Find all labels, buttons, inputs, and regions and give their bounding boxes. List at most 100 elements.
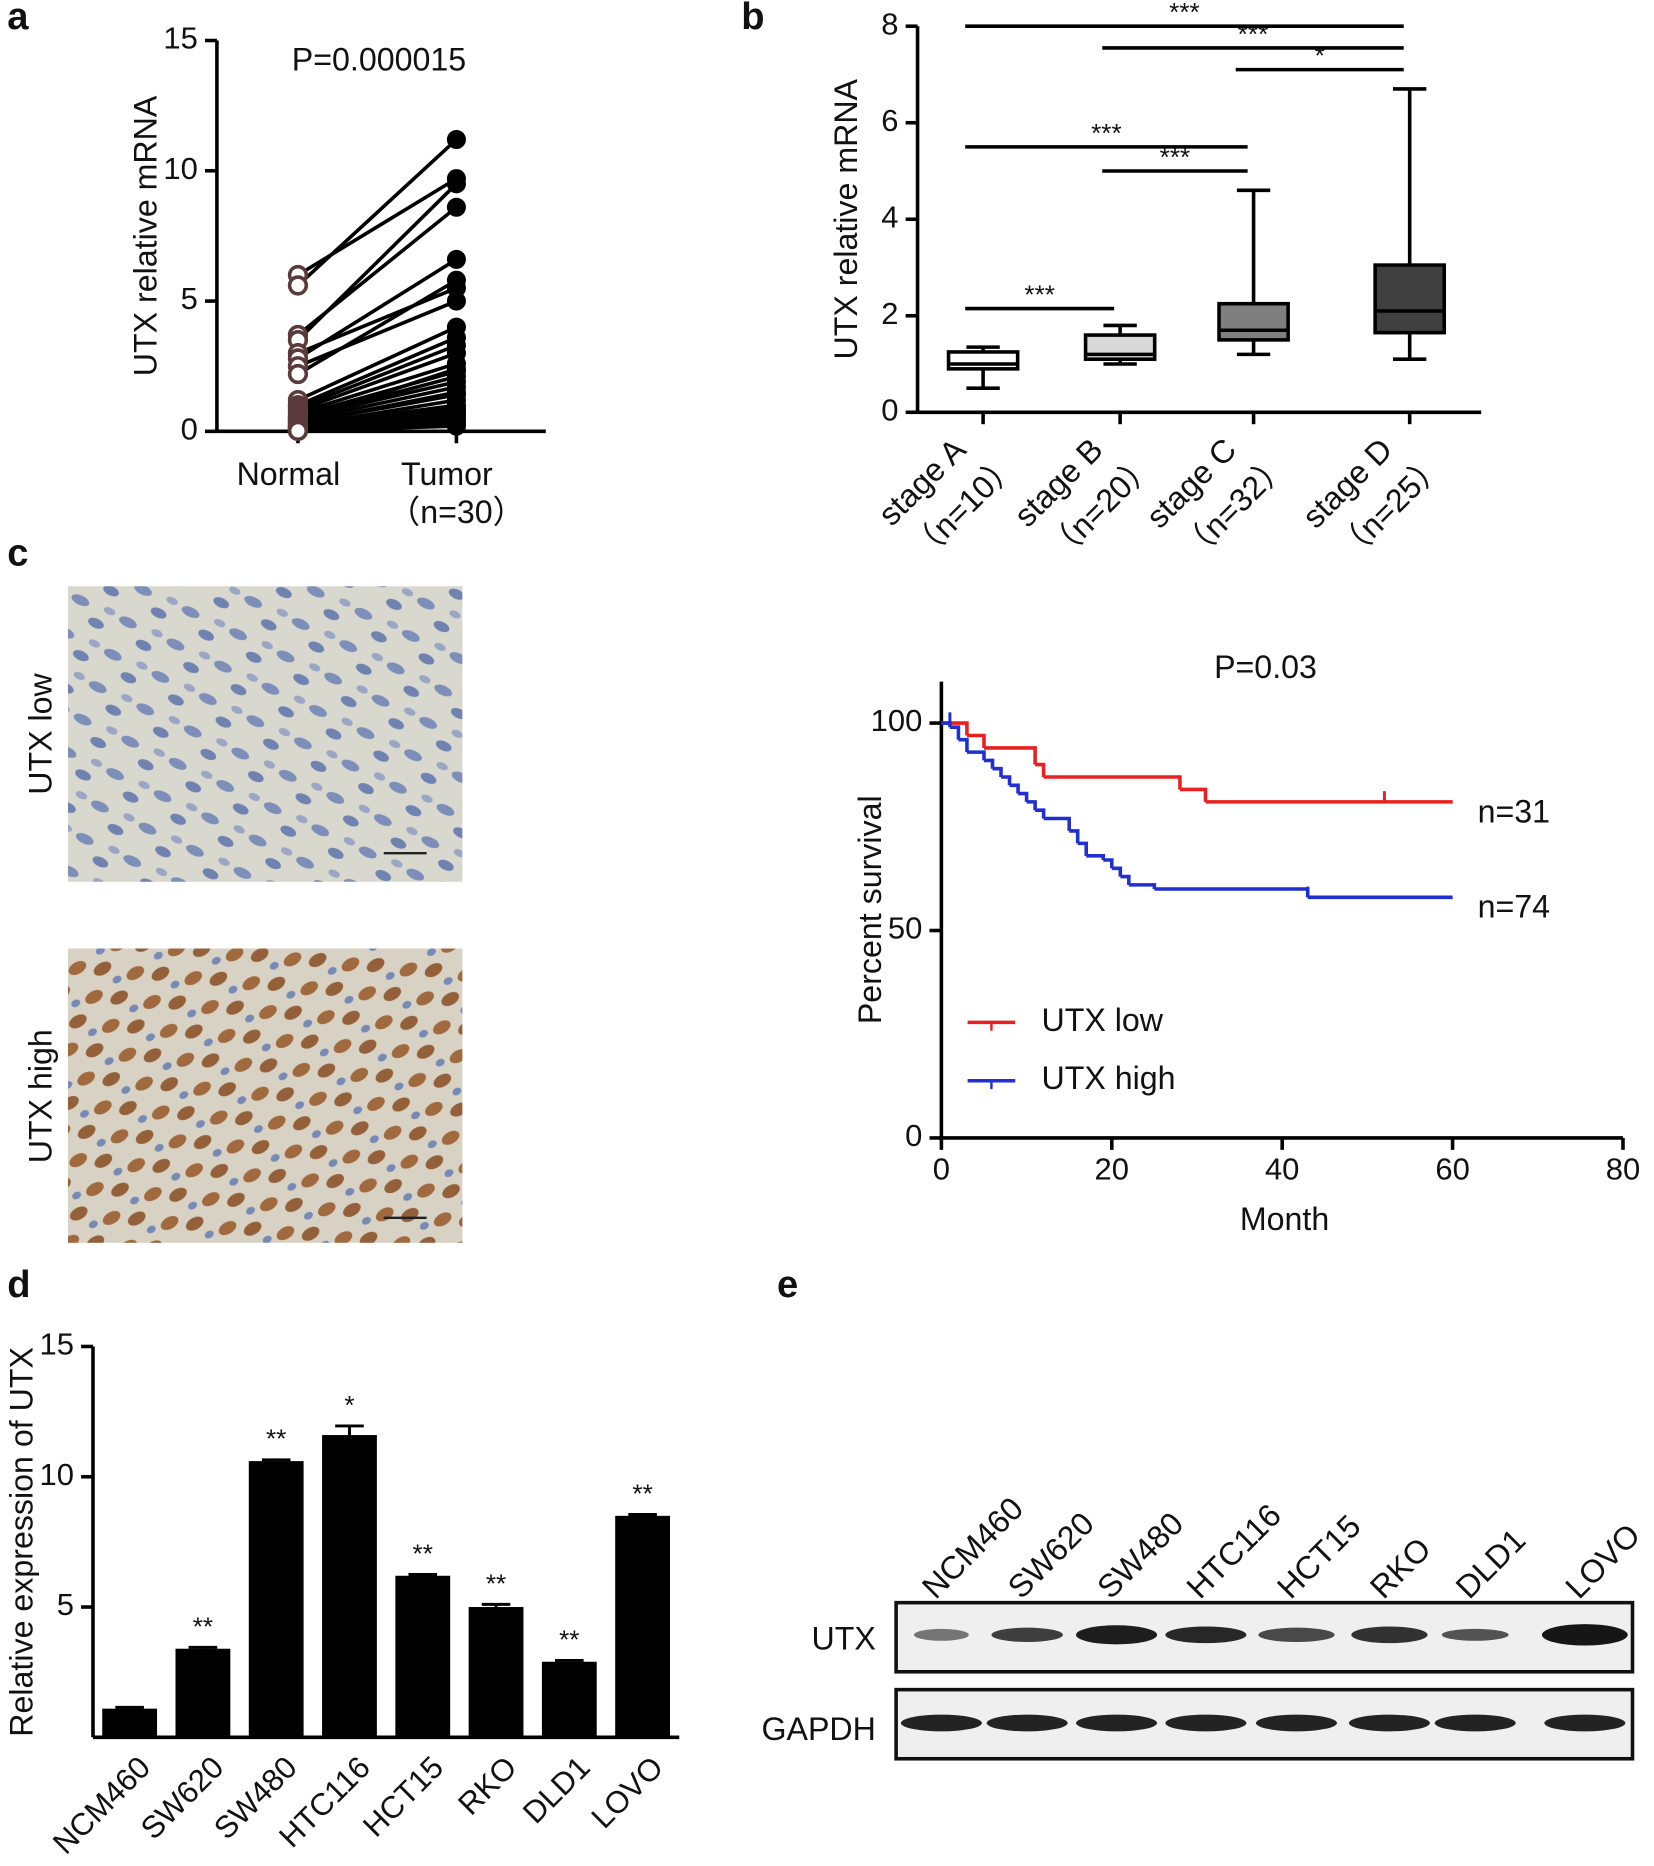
- tumor-point: [446, 416, 466, 436]
- y-tick-label: 10: [163, 151, 197, 186]
- pair-line: [297, 351, 458, 413]
- x-tick-label: NCM460: [46, 1750, 157, 1861]
- x-tick-label: RKO: [451, 1750, 523, 1822]
- significance-label: *: [344, 1390, 354, 1420]
- bar: [175, 1648, 231, 1738]
- normal-point: [287, 275, 309, 296]
- pair-line: [297, 335, 458, 407]
- y-tick-label: 100: [871, 703, 923, 738]
- blot-band: [986, 1714, 1068, 1732]
- blot-band: [913, 1628, 969, 1641]
- tumor-point: [446, 270, 466, 290]
- survival-step: [1128, 883, 1157, 890]
- blot-band: [1076, 1714, 1158, 1732]
- x-tick-note: （n=30）: [388, 494, 525, 530]
- significance-label: **: [413, 1538, 433, 1568]
- pair-line: [297, 367, 457, 423]
- y-tick-label: 8: [881, 6, 898, 41]
- image-label: UTX low: [22, 672, 58, 794]
- tumor-point: [446, 249, 466, 269]
- survival-step: [1077, 841, 1089, 856]
- pair-line: [297, 385, 457, 423]
- x-tick-label: Tumor: [401, 456, 493, 492]
- y-tick-label: 15: [163, 21, 197, 56]
- tumor-point: [446, 174, 466, 194]
- significance-label: ***: [1169, 0, 1200, 27]
- image-label: UTX high: [22, 1029, 58, 1163]
- panel-letter: c: [7, 531, 28, 574]
- bar: [248, 1461, 304, 1738]
- panel-letter: b: [741, 0, 764, 38]
- bar: [102, 1708, 158, 1738]
- y-tick-label: 5: [57, 1587, 74, 1622]
- significance-label: ***: [1238, 19, 1269, 49]
- survival-step: [1103, 858, 1114, 869]
- lane-label: HTC116: [1180, 1497, 1288, 1605]
- row-label: GAPDH: [761, 1711, 875, 1747]
- pair-line: [297, 361, 457, 415]
- blot-band: [900, 1714, 982, 1732]
- lane-label: RKO: [1363, 1531, 1438, 1606]
- end-label: n=74: [1478, 889, 1550, 925]
- x-tick-label: LOVO: [584, 1750, 670, 1836]
- panel-letter: a: [7, 0, 29, 38]
- blot-band: [1165, 1714, 1247, 1732]
- survival-step: [1035, 762, 1046, 778]
- legend-label: UTX high: [1041, 1060, 1175, 1096]
- significance-label: **: [486, 1568, 506, 1598]
- y-tick-label: 50: [888, 911, 922, 946]
- blot-band: [1255, 1714, 1337, 1732]
- box: [1217, 301, 1290, 342]
- ihc-image-low: [67, 586, 463, 882]
- ihc-image-high: [67, 948, 463, 1243]
- y-tick-label: 0: [881, 392, 898, 427]
- x-tick-label: DLD1: [516, 1750, 597, 1831]
- survival-step: [1043, 775, 1182, 790]
- x-axis-title: Month: [1240, 1201, 1329, 1237]
- blot-band: [1544, 1714, 1626, 1732]
- blot-band: [1258, 1627, 1335, 1642]
- chart-title: P=0.000015: [292, 41, 466, 77]
- row-label: UTX: [812, 1620, 876, 1656]
- x-tick-label: 80: [1606, 1152, 1640, 1187]
- blot-band: [1441, 1628, 1509, 1641]
- lane-label: SW480: [1090, 1505, 1190, 1605]
- x-tick-label: 40: [1265, 1152, 1299, 1187]
- normal-point: [287, 363, 309, 385]
- y-tick-label: 0: [181, 412, 198, 447]
- survival-step: [1154, 887, 1310, 898]
- survival-step: [966, 750, 986, 761]
- significance-label: *: [1315, 41, 1325, 71]
- y-tick-label: 2: [881, 296, 898, 331]
- pair-line: [297, 325, 458, 402]
- y-tick-label: 5: [181, 281, 198, 316]
- panel-letter: d: [7, 1263, 30, 1306]
- x-tick-label: 20: [1095, 1152, 1129, 1187]
- y-axis-title: UTX relative mRNA: [127, 95, 163, 376]
- survival-step: [1086, 854, 1106, 860]
- pair-line: [297, 278, 458, 376]
- survival-step: [1111, 866, 1123, 877]
- normal-point: [287, 420, 309, 441]
- survival-step: [992, 766, 1003, 778]
- bar: [395, 1575, 451, 1738]
- y-axis-title: Relative expression of UTX: [3, 1347, 39, 1737]
- pair-line: [296, 257, 458, 360]
- survival-step: [958, 737, 969, 753]
- significance-label: **: [632, 1478, 652, 1508]
- tumor-point: [446, 129, 466, 150]
- y-tick-label: 6: [881, 103, 898, 138]
- significance-label: **: [559, 1624, 579, 1654]
- survival-step: [1035, 808, 1046, 819]
- tumor-point: [446, 359, 466, 379]
- y-axis-title: UTX relative mRNA: [828, 78, 864, 359]
- lane-label: DLD1: [1449, 1522, 1533, 1606]
- y-tick-label: 4: [881, 199, 898, 234]
- end-label: n=31: [1478, 793, 1550, 829]
- panel-letter: e: [777, 1263, 798, 1306]
- bar: [541, 1661, 597, 1738]
- survival-step: [966, 733, 986, 748]
- tumor-point: [446, 197, 466, 217]
